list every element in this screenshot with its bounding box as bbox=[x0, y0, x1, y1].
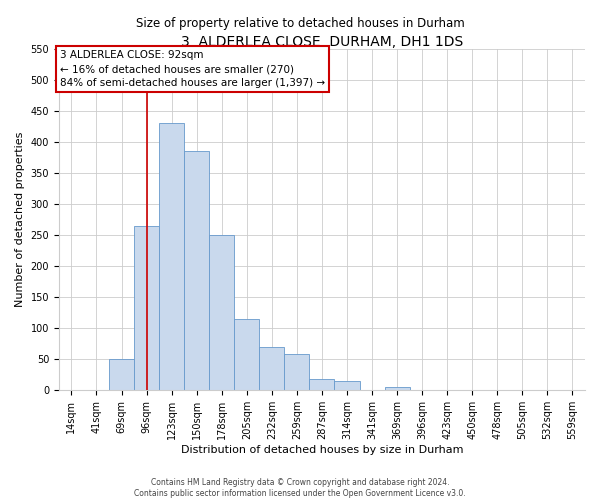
Bar bbox=[134, 226, 159, 390]
Y-axis label: Number of detached properties: Number of detached properties bbox=[15, 132, 25, 308]
Text: 3 ALDERLEA CLOSE: 92sqm
← 16% of detached houses are smaller (270)
84% of semi-d: 3 ALDERLEA CLOSE: 92sqm ← 16% of detache… bbox=[60, 50, 325, 88]
Bar bbox=[109, 360, 134, 390]
Bar bbox=[159, 124, 184, 390]
Bar bbox=[234, 319, 259, 390]
Bar bbox=[385, 386, 410, 390]
Text: Size of property relative to detached houses in Durham: Size of property relative to detached ho… bbox=[136, 18, 464, 30]
Text: Contains HM Land Registry data © Crown copyright and database right 2024.
Contai: Contains HM Land Registry data © Crown c… bbox=[134, 478, 466, 498]
Bar bbox=[284, 354, 310, 390]
Bar bbox=[259, 347, 284, 391]
Bar bbox=[184, 152, 209, 390]
Bar bbox=[209, 235, 234, 390]
X-axis label: Distribution of detached houses by size in Durham: Distribution of detached houses by size … bbox=[181, 445, 463, 455]
Bar bbox=[310, 379, 334, 390]
Title: 3, ALDERLEA CLOSE, DURHAM, DH1 1DS: 3, ALDERLEA CLOSE, DURHAM, DH1 1DS bbox=[181, 35, 463, 49]
Bar bbox=[334, 381, 359, 390]
